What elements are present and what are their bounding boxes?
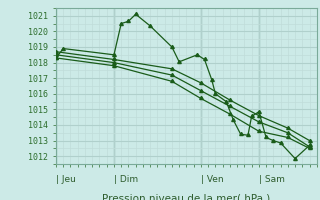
Text: Pression niveau de la mer( hPa ): Pression niveau de la mer( hPa ) [102, 194, 270, 200]
Text: | Sam: | Sam [259, 175, 285, 184]
Text: | Ven: | Ven [201, 175, 223, 184]
Text: | Jeu: | Jeu [56, 175, 76, 184]
Text: | Dim: | Dim [114, 175, 138, 184]
